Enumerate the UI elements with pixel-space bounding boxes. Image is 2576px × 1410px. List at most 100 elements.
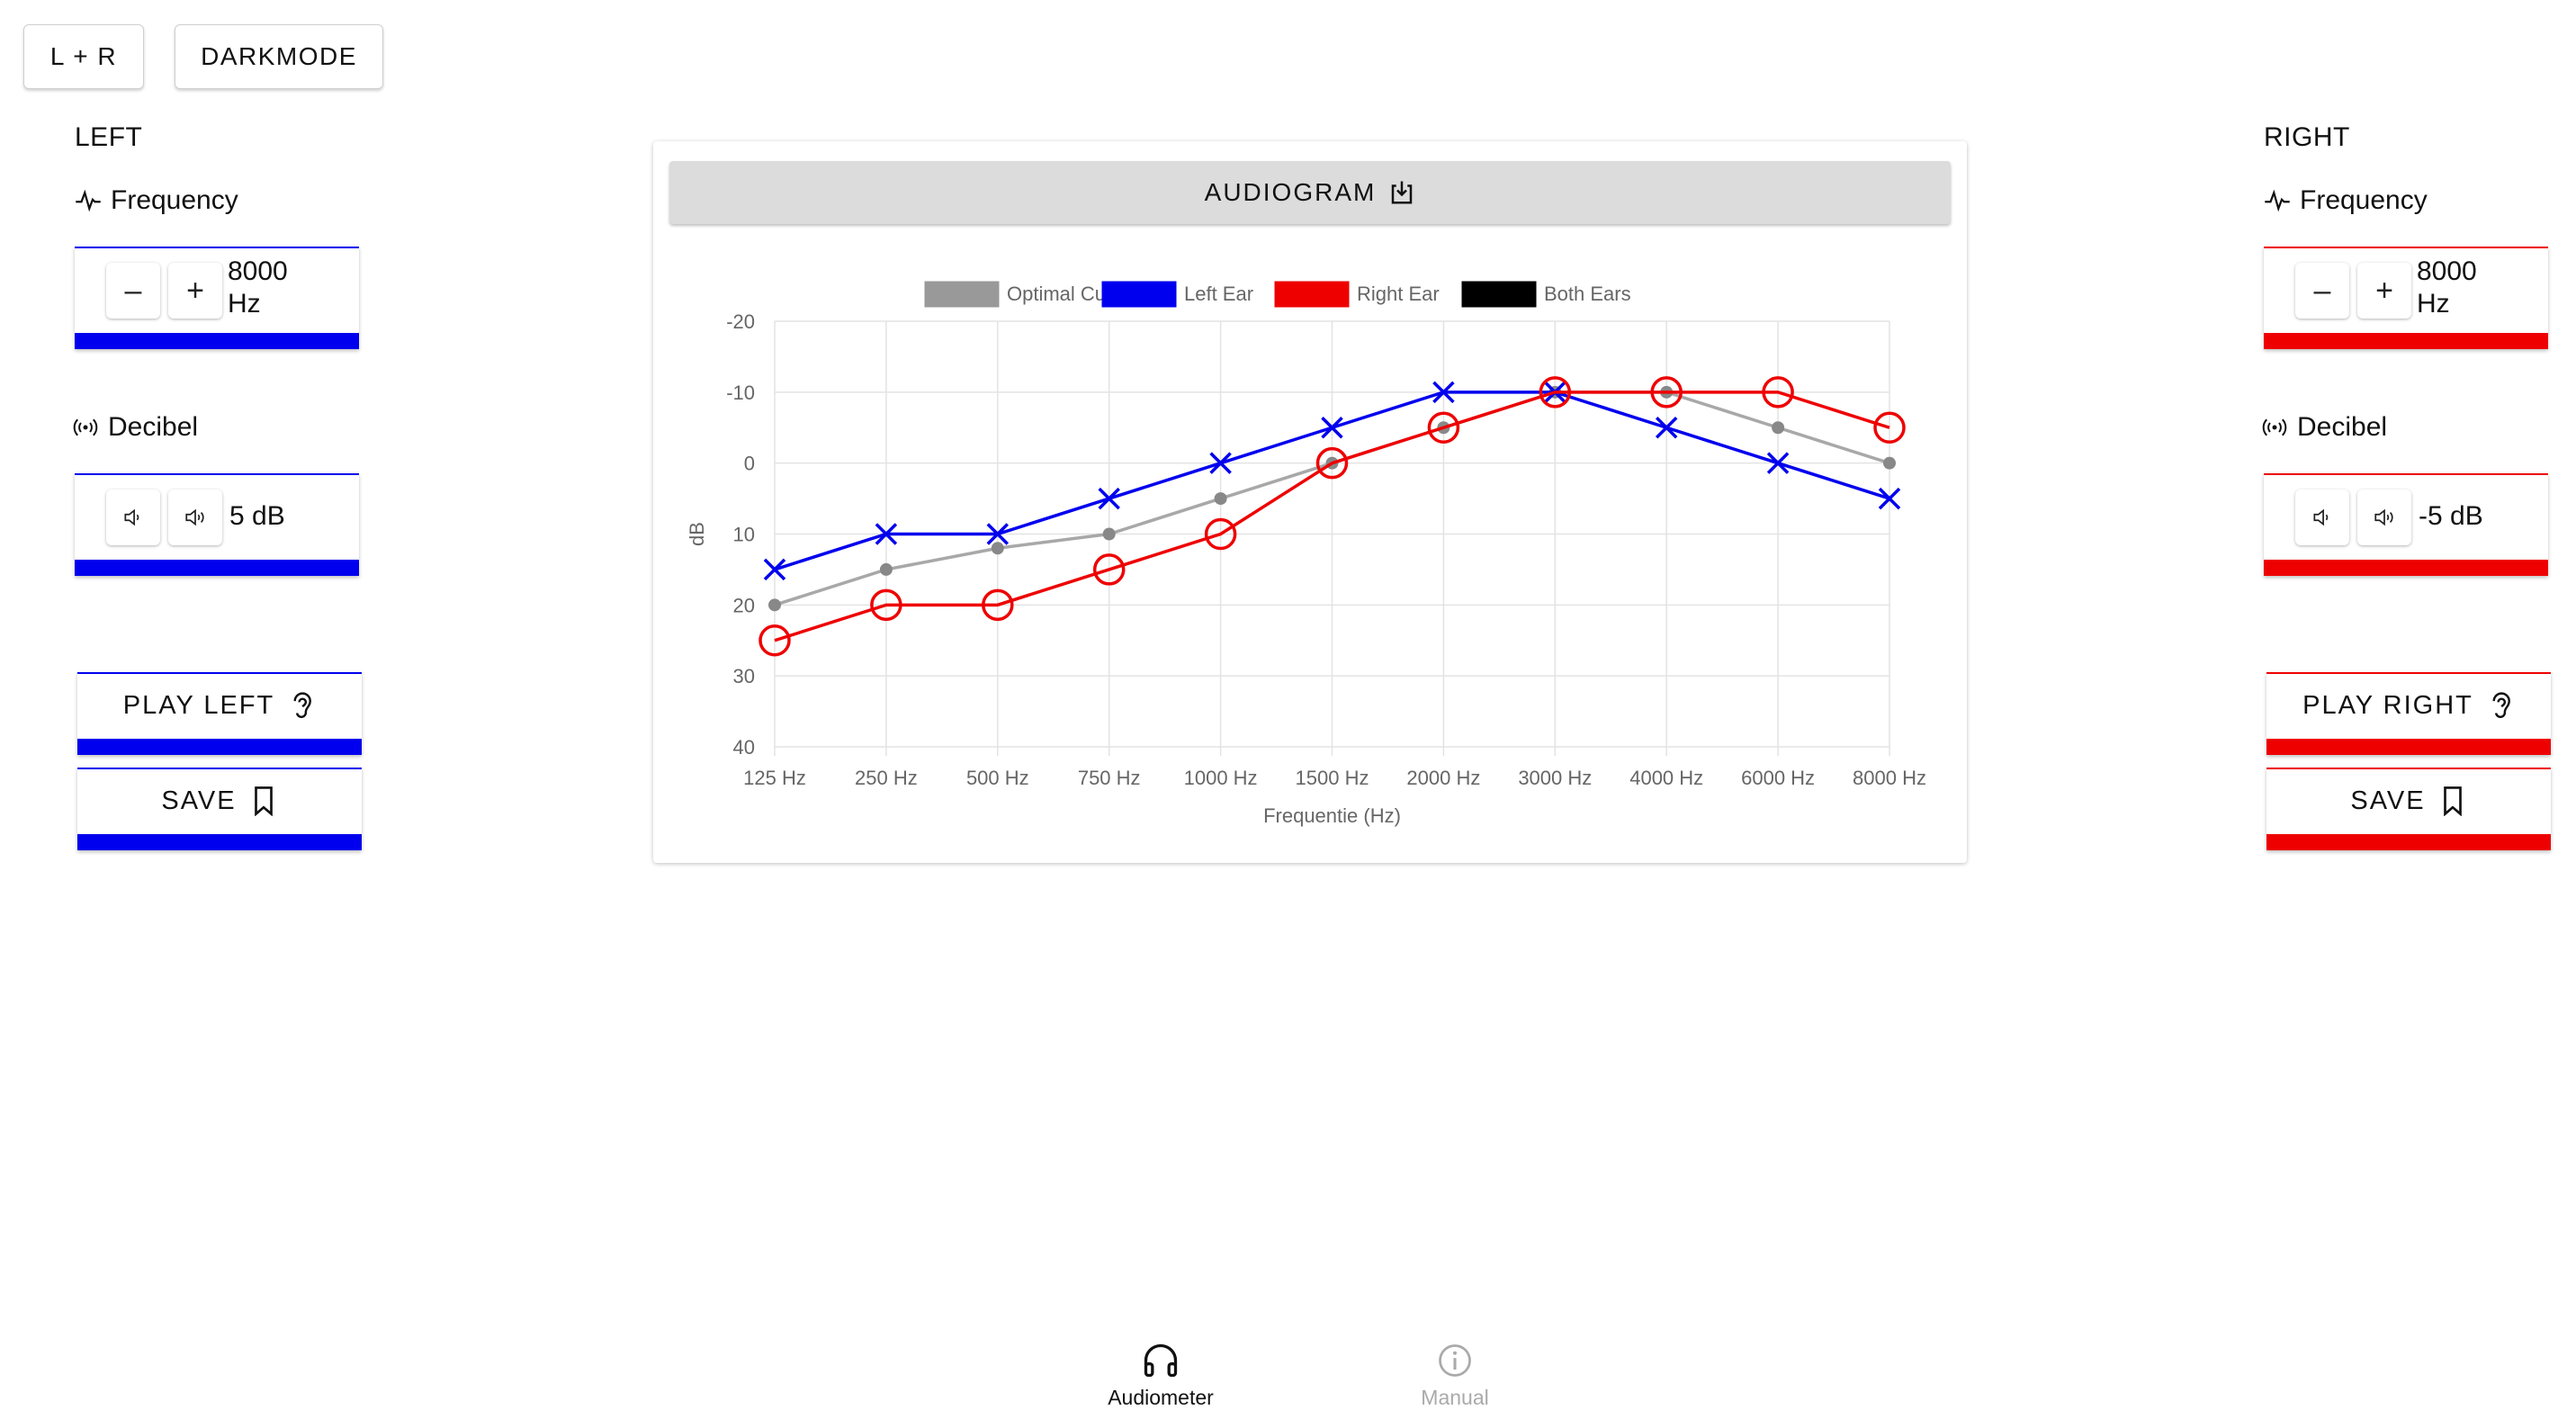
right-title: RIGHT (2264, 122, 2350, 152)
right-volume-down-button[interactable] (2295, 489, 2349, 545)
left-volume-down-button[interactable] (106, 489, 160, 545)
audiogram-header-label: AUDIOGRAM (1204, 178, 1377, 206)
pulse-icon (2265, 189, 2290, 212)
nav-audiometer[interactable]: Audiometer (1071, 1341, 1251, 1410)
data-point (763, 558, 786, 581)
play-left-label: PLAY LEFT (122, 690, 275, 720)
play-right-bar (2266, 739, 2551, 755)
x-tick-label: 8000 Hz (1853, 767, 1926, 789)
y-tick-label: 0 (744, 453, 755, 475)
right-frequency-control: – + 8000 Hz (2264, 247, 2548, 349)
legend-label: Right Ear (1357, 283, 1440, 305)
x-tick-label: 125 Hz (743, 767, 806, 789)
data-point (1432, 381, 1455, 404)
right-frequency-label-text: Frequency (2300, 185, 2428, 215)
legend-swatch (924, 281, 1000, 308)
data-point (1539, 376, 1572, 409)
left-decibel-label: Decibel (72, 412, 198, 443)
info-icon (1439, 1344, 1471, 1377)
save-right-bar (2266, 834, 2551, 850)
data-point (982, 588, 1014, 622)
right-frequency-unit: Hz (2417, 289, 2450, 319)
save-left-bar (77, 834, 362, 850)
left-decibel-label-text: Decibel (108, 412, 199, 442)
data-point (1204, 517, 1237, 551)
left-decibel-topline (75, 473, 359, 475)
data-point (1098, 487, 1120, 510)
x-tick-label: 500 Hz (966, 767, 1029, 789)
volume-low-icon (124, 508, 139, 526)
play-left-button[interactable]: PLAY LEFT (77, 672, 362, 755)
left-frequency-label: Frequency (75, 185, 238, 216)
y-tick-label: 30 (733, 665, 755, 687)
x-axis-title: Frequentie (Hz) (1263, 804, 1401, 827)
legend-swatch (1461, 281, 1537, 308)
data-point (1650, 376, 1683, 409)
data-point (1209, 452, 1232, 474)
save-right-label: SAVE (2350, 786, 2426, 815)
bookmark-icon (2443, 786, 2462, 816)
left-decibel-control: 5 dB (75, 473, 359, 576)
right-decibel-topline (2264, 473, 2548, 475)
save-left-button[interactable]: SAVE (77, 768, 362, 850)
data-point (1766, 452, 1790, 474)
download-icon (1392, 181, 1413, 204)
save-right-button[interactable]: SAVE (2266, 768, 2551, 850)
right-decibel-label-text: Decibel (2297, 412, 2388, 442)
data-point (991, 542, 1004, 555)
audiogram-chart: -20 -10 0 10 20 30 40 125 Hz 250 Hz 500 Hz 750 Hz 1… (686, 281, 1926, 827)
y-tick-label: -10 (726, 382, 755, 404)
x-tick-label: 6000 Hz (1741, 767, 1815, 789)
right-frequency-decrease-button[interactable]: – (2295, 263, 2349, 319)
left-frequency-increase-button[interactable]: + (168, 263, 222, 319)
x-tick-label: 2000 Hz (1406, 767, 1480, 789)
headphones-icon (1144, 1343, 1178, 1378)
pulse-icon (76, 189, 101, 212)
audiogram-download-button[interactable]: AUDIOGRAM (669, 161, 1951, 224)
y-axis-title: dB (686, 522, 708, 546)
save-right-topline (2266, 768, 2551, 769)
save-left-topline (77, 768, 362, 769)
data-point (879, 562, 893, 576)
data-point (1427, 411, 1460, 444)
data-point (1762, 376, 1794, 409)
data-point (870, 588, 902, 622)
data-point (1772, 421, 1785, 435)
left-frequency-decrease-button[interactable]: – (106, 263, 160, 319)
nav-audiometer-label: Audiometer (1108, 1386, 1214, 1409)
left-volume-up-button[interactable] (168, 489, 222, 545)
y-tick-label: 20 (733, 594, 755, 616)
right-frequency-number: 8000 (2417, 256, 2477, 286)
bookmark-icon (254, 786, 273, 816)
ear-icon (293, 692, 312, 718)
y-tick-label: 40 (733, 736, 755, 759)
play-right-label: PLAY RIGHT (2302, 690, 2473, 720)
volume-high-icon (185, 508, 204, 526)
lr-button[interactable]: L + R (23, 24, 144, 89)
left-frequency-unit: Hz (228, 289, 261, 319)
audiogram-card: AUDIOGRAM -20 -10 0 10 20 30 40 125 Hz 250 Hz 500… (653, 141, 1967, 863)
right-volume-up-button[interactable] (2357, 489, 2411, 545)
data-point (1321, 417, 1343, 439)
series-line (774, 391, 1890, 642)
darkmode-button[interactable]: DARKMODE (175, 24, 383, 89)
right-decibel-bar (2264, 560, 2548, 576)
left-title: LEFT (75, 122, 143, 152)
x-tick-label: 3000 Hz (1518, 767, 1592, 789)
data-point (758, 624, 791, 657)
data-point (1315, 446, 1349, 480)
data-point (1655, 417, 1678, 439)
right-frequency-increase-button[interactable]: + (2357, 263, 2411, 319)
nav-manual[interactable]: Manual (1365, 1341, 1545, 1410)
y-tick-label: 10 (733, 524, 755, 546)
play-left-bar (77, 739, 362, 755)
data-point (875, 523, 898, 545)
x-tick-label: 750 Hz (1078, 767, 1141, 789)
left-frequency-value: 8000 Hz (228, 256, 288, 320)
nav-manual-label: Manual (1421, 1386, 1489, 1409)
play-left-topline (77, 672, 362, 674)
broadcast-icon (73, 418, 98, 436)
volume-low-icon (2313, 508, 2329, 526)
play-right-button[interactable]: PLAY RIGHT (2266, 672, 2551, 755)
legend-swatch (1101, 281, 1177, 308)
